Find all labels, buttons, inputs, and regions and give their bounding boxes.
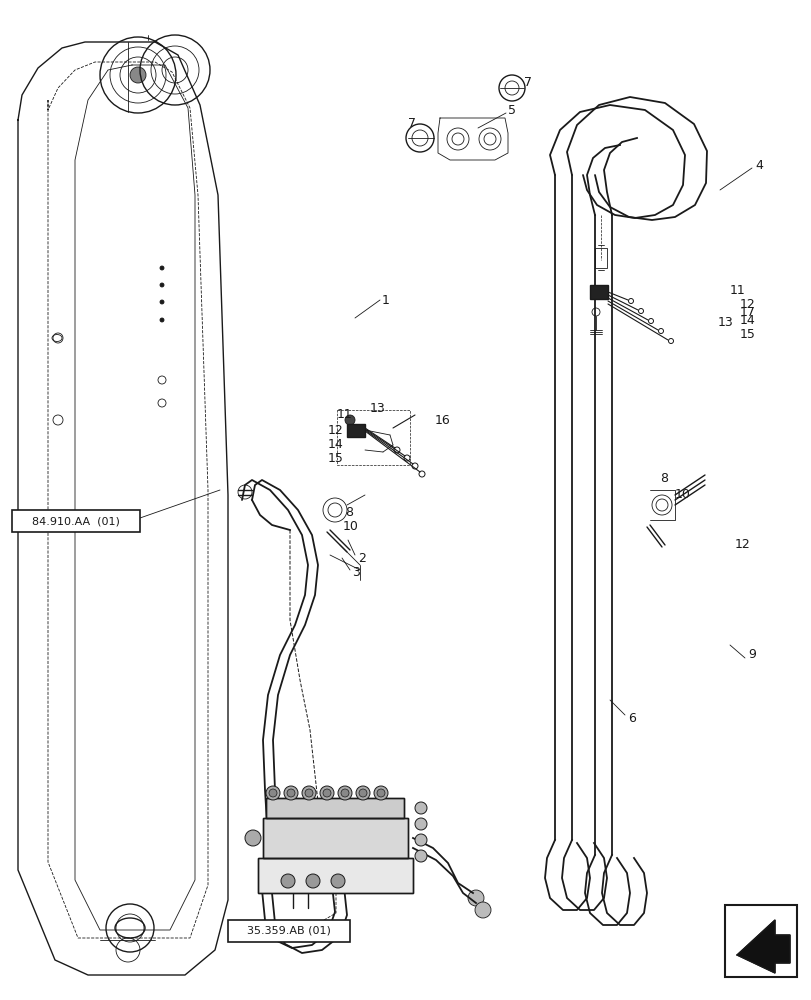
Circle shape [302, 786, 315, 800]
Circle shape [323, 789, 331, 797]
Circle shape [414, 834, 427, 846]
Circle shape [266, 786, 280, 800]
Bar [346, 424, 365, 437]
Text: 17: 17 [739, 306, 755, 318]
Text: 16: 16 [435, 414, 450, 426]
Bar [258, 858, 413, 893]
Circle shape [305, 789, 312, 797]
Circle shape [414, 802, 427, 814]
Text: 84.910.AA  (01): 84.910.AA (01) [32, 516, 120, 526]
Text: 3: 3 [351, 566, 359, 580]
Circle shape [474, 902, 491, 918]
Circle shape [160, 283, 164, 287]
Bar [263, 818, 407, 858]
Polygon shape [736, 920, 789, 973]
Text: 10: 10 [674, 488, 690, 502]
Circle shape [358, 789, 367, 797]
Circle shape [320, 786, 333, 800]
Text: 5: 5 [508, 104, 515, 117]
Circle shape [160, 266, 164, 270]
Text: 14: 14 [328, 438, 343, 452]
Circle shape [467, 890, 483, 906]
Bar [266, 798, 404, 818]
Circle shape [414, 818, 427, 830]
Circle shape [130, 67, 146, 83]
Text: 12: 12 [734, 538, 750, 552]
Bar [258, 858, 413, 893]
Text: 2: 2 [358, 552, 366, 564]
Bar [590, 285, 607, 299]
Circle shape [286, 789, 294, 797]
Text: 13: 13 [370, 401, 385, 414]
Circle shape [345, 415, 354, 425]
Circle shape [160, 300, 164, 304]
Text: 15: 15 [328, 452, 343, 464]
Circle shape [331, 874, 345, 888]
Text: 8: 8 [345, 506, 353, 518]
Circle shape [284, 786, 298, 800]
Text: 10: 10 [342, 520, 358, 534]
Circle shape [341, 789, 349, 797]
Bar [12, 510, 139, 532]
Text: 35.359.AB (01): 35.359.AB (01) [247, 926, 331, 936]
Circle shape [306, 874, 320, 888]
Circle shape [374, 786, 388, 800]
Bar [724, 905, 796, 977]
Circle shape [376, 789, 384, 797]
Text: 13: 13 [717, 316, 733, 328]
Text: 1: 1 [381, 294, 389, 306]
Bar [228, 920, 350, 942]
Text: 14: 14 [739, 314, 755, 326]
Text: 12: 12 [328, 424, 343, 436]
Text: 11: 11 [729, 284, 744, 296]
Circle shape [337, 786, 351, 800]
Bar [263, 818, 407, 858]
Text: 15: 15 [739, 328, 755, 342]
Circle shape [414, 850, 427, 862]
Bar [594, 248, 607, 268]
Text: 9: 9 [747, 648, 755, 662]
Bar [266, 798, 404, 818]
Circle shape [355, 786, 370, 800]
Text: 7: 7 [407, 117, 415, 130]
Text: 4: 4 [754, 159, 762, 172]
Text: 8: 8 [659, 472, 667, 485]
Circle shape [245, 830, 260, 846]
Text: 6: 6 [627, 711, 635, 724]
Circle shape [160, 318, 164, 322]
Circle shape [281, 874, 294, 888]
Circle shape [268, 789, 277, 797]
Text: 11: 11 [337, 408, 352, 422]
Text: 12: 12 [739, 298, 755, 312]
Text: 7: 7 [523, 76, 531, 89]
